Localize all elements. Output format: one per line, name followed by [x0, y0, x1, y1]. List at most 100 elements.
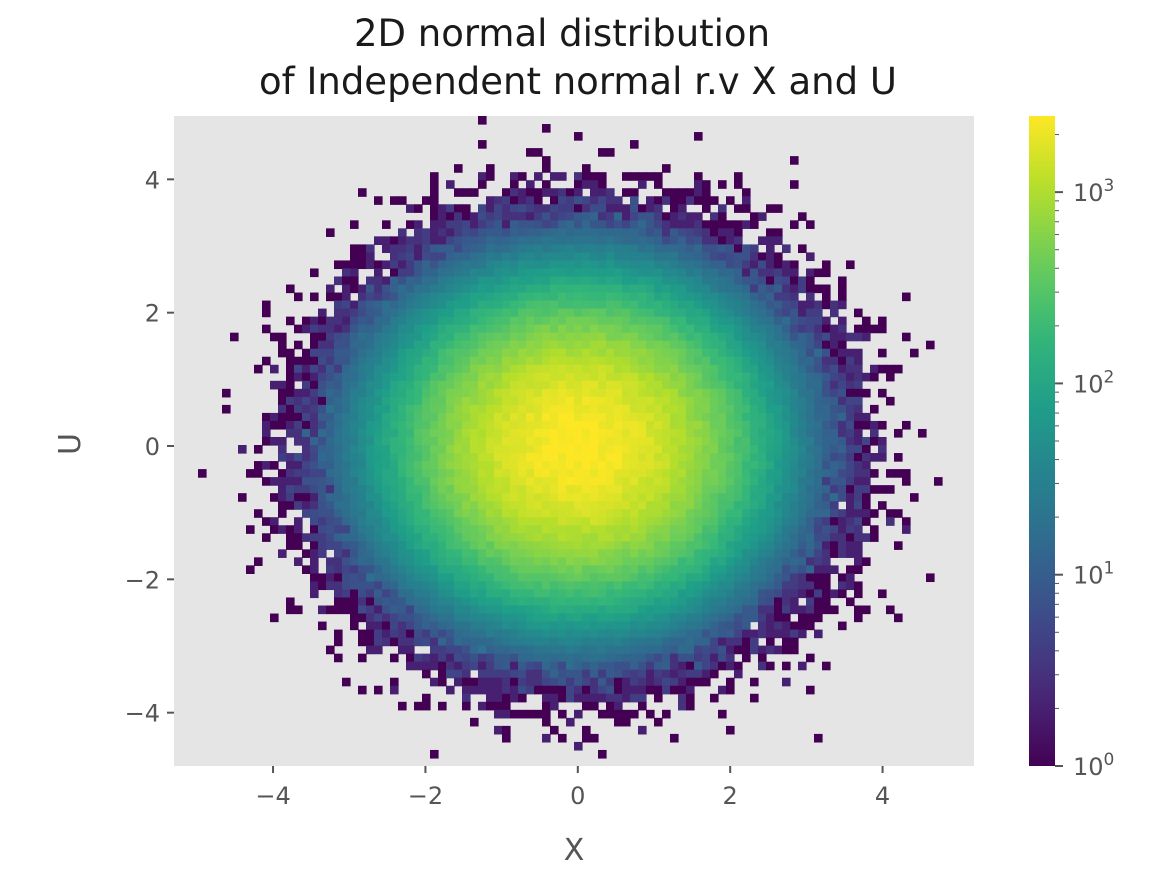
- heatmap-cell: [734, 613, 743, 623]
- heatmap-cell: [766, 268, 775, 278]
- heatmap-cell: [598, 533, 607, 542]
- heatmap-cell: [902, 525, 911, 534]
- heatmap-cell: [374, 541, 383, 550]
- heatmap-cell: [422, 276, 431, 286]
- heatmap-cell: [678, 260, 687, 270]
- heatmap-cell: [422, 292, 431, 302]
- heatmap-cell: [702, 228, 711, 237]
- heatmap-cell: [374, 356, 383, 366]
- heatmap-cell: [582, 252, 591, 262]
- heatmap-cell: [566, 717, 575, 727]
- heatmap-cell: [606, 501, 615, 510]
- heatmap-cell: [390, 268, 399, 278]
- heatmap-cell: [582, 565, 591, 574]
- heatmap-cell: [798, 509, 807, 518]
- heatmap-cell: [366, 428, 375, 438]
- heatmap-cell: [790, 597, 799, 607]
- heatmap-cell: [782, 412, 791, 422]
- heatmap-cell: [422, 661, 431, 671]
- heatmap-cell: [366, 396, 375, 406]
- heatmap-cell: [774, 477, 783, 486]
- heatmap-cell: [726, 653, 735, 663]
- heatmap-cell: [678, 244, 687, 254]
- heatmap-cell: [478, 533, 487, 542]
- heatmap-cell: [686, 404, 695, 414]
- heatmap-cell: [702, 356, 711, 366]
- heatmap-cell: [494, 693, 503, 703]
- heatmap-cell: [494, 420, 503, 430]
- heatmap-cell: [326, 380, 335, 390]
- heatmap-cell: [326, 284, 335, 294]
- heatmap-cell: [438, 453, 447, 462]
- heatmap-cell: [614, 316, 623, 326]
- heatmap-cell: [630, 645, 639, 655]
- heatmap-cell: [430, 260, 439, 270]
- heatmap-cell: [590, 196, 599, 205]
- heatmap-cell: [734, 589, 743, 599]
- heatmap-cell: [862, 485, 871, 494]
- heatmap-cell: [774, 412, 783, 422]
- heatmap-cell: [654, 485, 663, 494]
- heatmap-cell: [726, 396, 735, 406]
- heatmap-cell: [550, 653, 559, 663]
- heatmap-cell: [638, 637, 647, 647]
- heatmap-cell: [502, 340, 511, 350]
- heatmap-cell: [710, 557, 719, 566]
- heatmap-cell: [430, 188, 439, 197]
- heatmap-cell: [510, 661, 519, 671]
- heatmap-cell: [510, 196, 519, 205]
- heatmap-cell: [566, 637, 575, 647]
- heatmap-cell: [878, 453, 887, 462]
- heatmap-cell: [382, 493, 391, 502]
- heatmap-cell: [686, 388, 695, 398]
- heatmap-cell: [366, 565, 375, 574]
- heatmap-cell: [550, 597, 559, 607]
- heatmap-cell: [542, 156, 551, 165]
- heatmap-cell: [350, 501, 359, 510]
- heatmap-cell: [478, 228, 487, 237]
- heatmap-cell: [702, 308, 711, 318]
- heatmap-cell: [478, 493, 487, 502]
- heatmap-cell: [406, 621, 415, 631]
- heatmap-cell: [694, 661, 703, 671]
- heatmap-cell: [358, 685, 367, 695]
- heatmap-cell: [574, 300, 583, 310]
- heatmap-cell: [902, 517, 911, 526]
- heatmap-cell: [670, 260, 679, 270]
- heatmap-cell: [830, 300, 839, 310]
- heatmap-cell: [694, 404, 703, 414]
- heatmap-cell: [870, 324, 879, 334]
- heatmap-cell: [438, 629, 447, 639]
- heatmap-cell: [510, 709, 519, 719]
- heatmap-cell: [334, 549, 343, 558]
- heatmap-cell: [334, 597, 343, 607]
- heatmap-cell: [542, 645, 551, 655]
- heatmap-cell: [622, 621, 631, 631]
- heatmap-cell: [702, 549, 711, 558]
- heatmap-cell: [710, 605, 719, 615]
- heatmap-cell: [774, 404, 783, 414]
- heatmap-cell: [798, 308, 807, 318]
- heatmap-cell: [718, 581, 727, 591]
- heatmap-cell: [726, 453, 735, 462]
- heatmap-cell: [774, 204, 783, 213]
- heatmap-cell: [654, 420, 663, 430]
- heatmap-cell: [830, 348, 839, 358]
- heatmap-cell: [518, 653, 527, 663]
- heatmap-cell: [470, 581, 479, 591]
- heatmap-cell: [462, 292, 471, 302]
- heatmap-cell: [582, 637, 591, 647]
- heatmap-cell: [358, 573, 367, 583]
- heatmap-cell: [718, 332, 727, 342]
- heatmap-cell: [654, 236, 663, 245]
- heatmap-cell: [438, 541, 447, 550]
- heatmap-cell: [526, 292, 535, 302]
- heatmap-cell: [622, 220, 631, 229]
- heatmap-cell: [622, 388, 631, 398]
- heatmap-cell: [638, 693, 647, 703]
- heatmap-cell: [766, 244, 775, 254]
- heatmap-cell: [318, 356, 327, 366]
- heatmap-cell: [558, 605, 567, 615]
- heatmap-cell: [502, 557, 511, 566]
- heatmap-cell: [438, 420, 447, 430]
